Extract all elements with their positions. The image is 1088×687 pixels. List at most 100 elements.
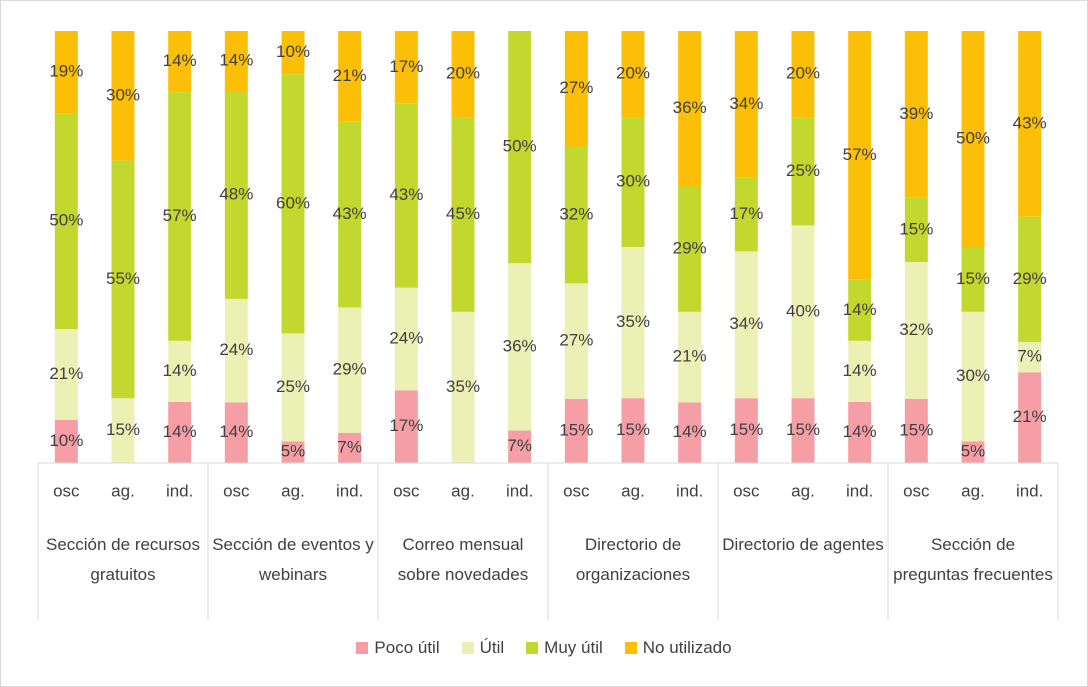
data-label: 35% bbox=[616, 312, 650, 331]
legend-swatch bbox=[356, 642, 369, 654]
bar-segment bbox=[451, 117, 475, 312]
bar-segment bbox=[54, 113, 78, 330]
bar-segment bbox=[621, 31, 645, 118]
data-label: 27% bbox=[559, 331, 593, 350]
data-label: 50% bbox=[503, 137, 537, 156]
x-tick-label: osc bbox=[53, 481, 80, 500]
data-label: 7% bbox=[337, 437, 362, 456]
bar-segment bbox=[904, 31, 928, 198]
data-label: 15% bbox=[899, 219, 933, 238]
bar-segment bbox=[451, 31, 475, 118]
data-label: 24% bbox=[389, 328, 423, 347]
data-label: 15% bbox=[106, 420, 140, 439]
bar-segment bbox=[1018, 342, 1042, 373]
data-label: 57% bbox=[843, 145, 877, 164]
bar-segment bbox=[1018, 31, 1042, 217]
bar-segment bbox=[451, 311, 475, 463]
x-tick-label: ind. bbox=[336, 481, 363, 500]
data-label: 39% bbox=[899, 104, 933, 123]
data-label: 35% bbox=[446, 377, 480, 396]
bar-segment bbox=[678, 31, 702, 187]
bar-segment bbox=[394, 287, 418, 391]
data-label: 24% bbox=[219, 340, 253, 359]
bar-segment bbox=[848, 31, 872, 280]
group-label: Sección de eventos y webinars bbox=[212, 535, 374, 584]
x-tick-label: osc bbox=[903, 481, 930, 500]
bar-segment bbox=[848, 401, 872, 463]
bar-segment bbox=[1018, 372, 1042, 463]
data-label: 40% bbox=[786, 301, 820, 320]
group-label: Sección de recursos gratuitos bbox=[45, 535, 201, 584]
legend-item: Poco útil bbox=[356, 638, 440, 658]
data-label: 32% bbox=[559, 204, 593, 223]
data-label: 14% bbox=[163, 422, 197, 441]
data-label: 30% bbox=[106, 85, 140, 104]
bar-segment bbox=[564, 31, 588, 147]
bar-segment bbox=[791, 117, 815, 226]
bar-segment bbox=[168, 31, 192, 93]
bar-segment bbox=[734, 177, 758, 252]
data-label: 48% bbox=[219, 185, 253, 204]
x-tick-label: ag. bbox=[621, 481, 645, 500]
bar-segment bbox=[508, 430, 532, 463]
x-tick-label: osc bbox=[563, 481, 590, 500]
bar-segment bbox=[281, 333, 305, 442]
legend-swatch bbox=[624, 642, 637, 654]
group-label: Directorio de organizaciones bbox=[575, 535, 691, 584]
data-label: 14% bbox=[219, 422, 253, 441]
group-label: Correo mensual sobre novedades bbox=[397, 535, 529, 584]
bar-segment bbox=[168, 401, 192, 463]
data-label: 14% bbox=[843, 300, 877, 319]
bar-segment bbox=[904, 261, 928, 399]
data-label: 21% bbox=[49, 364, 83, 383]
data-label: 30% bbox=[616, 172, 650, 191]
bar-segment bbox=[224, 91, 248, 299]
legend: Poco útil Útil Muy útil No utilizado bbox=[0, 638, 1088, 658]
bar-segment bbox=[224, 402, 248, 463]
bar-segment bbox=[848, 279, 872, 341]
data-label: 27% bbox=[559, 78, 593, 97]
data-label: 30% bbox=[956, 366, 990, 385]
data-label: 15% bbox=[786, 420, 820, 439]
data-label: 15% bbox=[559, 420, 593, 439]
bar-segment bbox=[961, 31, 985, 247]
data-label: 57% bbox=[163, 206, 197, 225]
data-label: 21% bbox=[333, 66, 367, 85]
data-label: 25% bbox=[276, 377, 310, 396]
bar-segment bbox=[564, 398, 588, 463]
bar-segment bbox=[508, 263, 532, 431]
data-label: 20% bbox=[616, 64, 650, 83]
data-label: 14% bbox=[219, 51, 253, 70]
x-tick-label: ag. bbox=[111, 481, 135, 500]
data-label: 15% bbox=[956, 269, 990, 288]
data-label: 14% bbox=[163, 361, 197, 380]
bar-segment bbox=[791, 225, 815, 399]
data-label: 21% bbox=[673, 347, 707, 366]
bar-segment bbox=[621, 398, 645, 463]
legend-label: Poco útil bbox=[374, 638, 440, 657]
bar-segment bbox=[54, 329, 78, 420]
bar-segment bbox=[111, 160, 135, 399]
bar-segment bbox=[904, 197, 928, 262]
data-label: 19% bbox=[49, 62, 83, 81]
data-label: 7% bbox=[507, 436, 532, 455]
legend-item: Útil bbox=[461, 638, 504, 658]
x-tick-label: ind. bbox=[506, 481, 533, 500]
data-label: 36% bbox=[503, 336, 537, 355]
bar-segment bbox=[961, 311, 985, 442]
bar-segment bbox=[111, 31, 135, 161]
data-label: 7% bbox=[1017, 347, 1042, 366]
x-tick-label: ind. bbox=[846, 481, 873, 500]
data-label: 20% bbox=[786, 64, 820, 83]
bar-segment bbox=[904, 398, 928, 463]
bar-segment bbox=[394, 390, 418, 463]
data-label: 14% bbox=[163, 51, 197, 70]
data-label: 25% bbox=[786, 161, 820, 180]
data-label: 10% bbox=[276, 42, 310, 61]
x-tick-label: osc bbox=[733, 481, 760, 500]
data-label: 34% bbox=[729, 314, 763, 333]
x-tick-label: ag. bbox=[451, 481, 475, 500]
bar-segment bbox=[678, 186, 702, 312]
bar-segment bbox=[281, 441, 305, 463]
